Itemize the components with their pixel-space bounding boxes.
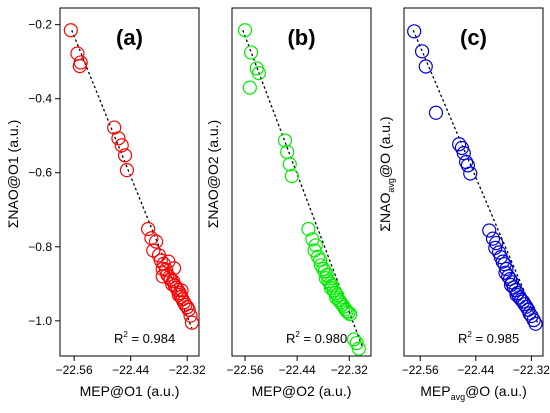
data-point	[328, 285, 343, 301]
data-point	[308, 238, 323, 253]
r-squared: R2 = 0.985	[458, 330, 519, 346]
data-point	[351, 341, 366, 356]
data-point	[519, 299, 534, 314]
data-point	[503, 271, 518, 287]
data-point	[528, 316, 543, 331]
fit-line	[71, 29, 193, 329]
data-point	[343, 307, 358, 322]
y-axis-label: ΣNAO@O2 (a.u.)	[205, 120, 221, 228]
data-point	[174, 283, 189, 298]
panel-label: (b)	[287, 25, 315, 50]
x-tick-label: −22.44	[112, 363, 149, 377]
x-tick-label: −22.32	[513, 363, 550, 377]
data-point	[284, 168, 300, 184]
data-point	[176, 295, 192, 310]
panel-a: −22.56 −22.44 −22.32 −0.2 −0.4 −0.6 −0.8 −1.0 (a…	[5, 7, 206, 399]
x-tick-label: −22.56	[402, 363, 439, 377]
data-point	[282, 157, 297, 172]
data-point	[180, 300, 195, 315]
panel-b: −22.56 −22.44 −22.32 (b) R2 = 0.980 MEP@O2 (a…	[205, 7, 372, 399]
data-point	[495, 254, 510, 269]
data-point	[155, 269, 170, 284]
data-point	[153, 253, 168, 268]
plot-frame	[231, 7, 372, 357]
x-axis-label: MEP@O2 (a.u.)	[252, 383, 352, 399]
data-point	[242, 80, 257, 95]
data-point	[341, 305, 356, 320]
data-point	[119, 163, 135, 178]
data-point	[72, 59, 87, 74]
y-axis-label: ΣNAO@O1 (a.u.)	[5, 120, 21, 228]
data-point	[146, 243, 161, 258]
y-axis-label: ΣNAOavg@O (a.u.)	[377, 116, 396, 231]
data-point	[144, 231, 159, 246]
data-point	[244, 45, 259, 60]
x-tick-label: −22.32	[169, 363, 206, 377]
data-point	[237, 23, 253, 38]
data-point	[407, 24, 422, 39]
data-point	[323, 276, 338, 291]
plot-frame	[403, 7, 544, 357]
data-point	[485, 231, 501, 246]
x-tick-label: −22.56	[56, 363, 93, 377]
y-tick-label: −0.6	[28, 166, 52, 180]
x-tick-label: −22.44	[457, 363, 494, 377]
data-point	[428, 105, 444, 120]
data-point	[524, 308, 539, 324]
panel-label: (c)	[460, 25, 487, 50]
data-point	[277, 133, 293, 148]
plot-frame	[59, 7, 200, 357]
data-point	[170, 283, 185, 298]
panel-c: −22.56 −22.44 −22.32 (c) R2 = 0.985 MEPavg@O …	[377, 7, 550, 402]
data-point	[346, 332, 362, 347]
x-tick-label: −22.56	[227, 363, 264, 377]
data-point	[166, 261, 182, 276]
y-tick-label: −0.8	[28, 240, 52, 254]
data-point	[414, 44, 430, 59]
data-point	[418, 59, 433, 74]
r-squared: R2 = 0.980	[286, 330, 347, 346]
data-point	[171, 287, 186, 303]
data-point	[158, 262, 174, 277]
panel-label: (a)	[116, 25, 143, 50]
data-point	[463, 166, 478, 181]
data-point	[514, 292, 529, 307]
x-axis-label: MEP@O1 (a.u.)	[80, 383, 180, 399]
data-point	[114, 138, 129, 153]
data-point	[184, 315, 200, 330]
fit-line	[412, 29, 539, 325]
y-tick-label: −0.2	[28, 18, 52, 32]
data-point	[338, 302, 353, 317]
data-point	[339, 304, 354, 319]
x-axis-label: MEPavg@O (a.u.)	[420, 383, 527, 402]
x-tick-label: −22.44	[279, 363, 316, 377]
data-point	[310, 249, 326, 264]
data-point	[63, 23, 78, 38]
x-tick-label: −22.32	[331, 363, 368, 377]
data-point	[70, 46, 85, 61]
data-point	[141, 221, 156, 237]
data-point	[117, 148, 133, 163]
data-point	[181, 302, 196, 317]
data-point	[301, 221, 316, 237]
data-point	[489, 235, 504, 251]
fit-line	[242, 29, 363, 347]
data-point	[183, 308, 198, 323]
r-squared: R2 = 0.984	[114, 330, 175, 346]
data-point	[149, 234, 164, 249]
y-tick-label: −1.0	[28, 314, 52, 328]
data-point	[321, 274, 336, 289]
data-point	[111, 131, 126, 146]
data-point	[251, 66, 267, 81]
data-point	[482, 223, 497, 238]
y-tick-label: −0.4	[28, 92, 52, 106]
data-point	[460, 158, 476, 173]
data-point	[452, 137, 467, 152]
